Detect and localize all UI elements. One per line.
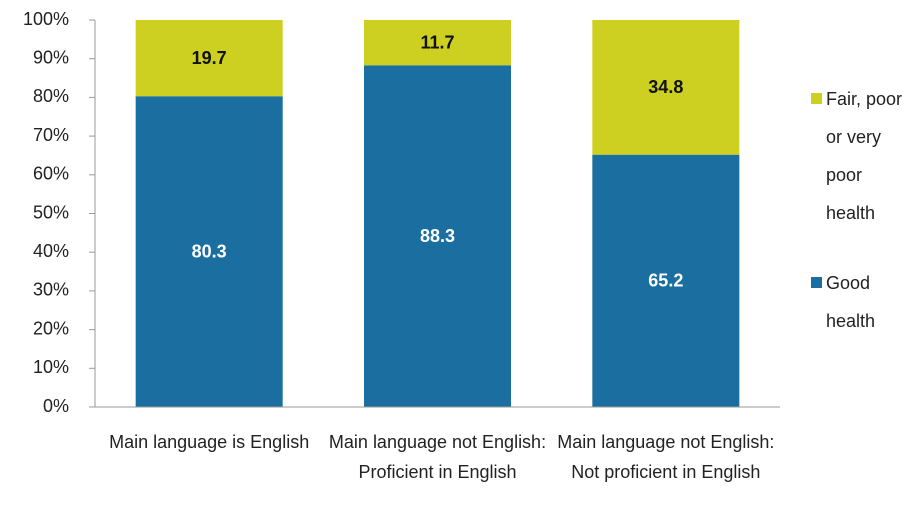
bar-segment xyxy=(135,20,283,97)
y-tick-label: 30% xyxy=(33,280,69,300)
y-tick-label: 20% xyxy=(33,318,69,338)
legend-swatch xyxy=(811,277,822,288)
legend-label: Good health xyxy=(826,273,876,331)
y-tick-label: 90% xyxy=(33,47,69,67)
data-label: 34.8 xyxy=(648,77,683,97)
data-label: 88.3 xyxy=(420,226,455,246)
y-tick-label: 70% xyxy=(33,125,69,145)
x-tick-label: Main language not English: Not proficien… xyxy=(557,432,775,482)
bar-segment xyxy=(364,20,511,66)
legend-swatch xyxy=(811,93,822,104)
y-tick-label: 60% xyxy=(33,164,69,184)
y-tick-label: 100% xyxy=(23,9,69,29)
y-tick-label: 10% xyxy=(33,357,69,377)
y-tick-label: 0% xyxy=(43,396,69,416)
data-label: 11.7 xyxy=(420,32,454,52)
data-label: 80.3 xyxy=(192,241,227,261)
legend-label: Fair, poor or very poor health xyxy=(826,89,903,223)
bar-segment xyxy=(364,65,511,408)
data-label: 19.7 xyxy=(192,48,227,68)
x-tick-label: Main language not English: Proficient in… xyxy=(328,432,547,482)
y-tick-label: 80% xyxy=(33,86,69,106)
y-tick-label: 50% xyxy=(33,202,69,222)
x-tick-label: Main language is English xyxy=(109,432,310,452)
bar-segment xyxy=(592,154,740,407)
bar-segment xyxy=(135,96,283,407)
bar-segment xyxy=(592,20,740,155)
data-label: 65.2 xyxy=(648,271,683,291)
y-tick-label: 40% xyxy=(33,241,69,261)
